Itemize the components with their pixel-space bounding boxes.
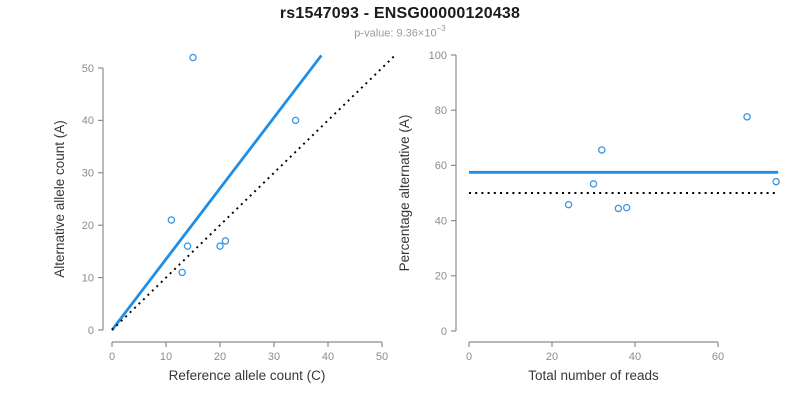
x-axis-title: Total number of reads: [528, 368, 659, 383]
data-point: [221, 237, 230, 245]
p-value-text: p-value: 9.36×10: [354, 27, 437, 40]
y-axis-title: Percentage alternative (A): [397, 115, 412, 272]
x-tick-label: 20: [546, 351, 558, 363]
data-point: [772, 177, 780, 186]
data-point: [167, 216, 176, 224]
data-point: [183, 242, 192, 250]
p-value-exponent: −3: [436, 24, 446, 33]
y-tick-label: 20: [82, 220, 94, 232]
ref-vs-alt-count-panel: 0 10 20 30 40 50 0 10 20 30 40 50 Reference allele c…: [52, 53, 396, 383]
plot-title: rs1547093 - ENSG00000120438: [279, 5, 521, 22]
y-axis-title: Alternative allele count (A): [52, 120, 67, 278]
fit-line: [110, 54, 323, 331]
x-tick-label: 40: [629, 351, 641, 363]
x-tick-label: 10: [160, 351, 172, 363]
y-tick-label: 30: [82, 168, 94, 180]
y-tick-label: 40: [82, 115, 94, 127]
x-tick-label: 0: [109, 351, 115, 363]
identity-line: [111, 54, 396, 331]
y-tick-label: 0: [88, 325, 94, 337]
plot-subtitle: p-value: 9.36×10−3: [0, 24, 800, 40]
reads-vs-percentage-panel: 0 20 40 60 80 100 0 20 40 60 Total number of reads…: [397, 50, 780, 383]
x-axis-title: Reference allele count (C): [169, 368, 326, 383]
y-tick-label: 10: [82, 272, 94, 284]
y-tick-label: 60: [435, 160, 447, 172]
data-point: [291, 116, 300, 125]
x-tick-label: 20: [214, 351, 226, 363]
data-point: [622, 203, 631, 212]
y-tick-label: 0: [441, 326, 447, 338]
data-point: [564, 200, 573, 209]
data-point: [216, 242, 224, 250]
x-tick-label: 60: [712, 351, 724, 363]
y-tick-label: 100: [429, 50, 447, 62]
y-tick-label: 40: [435, 215, 447, 227]
x-tick-label: 30: [268, 351, 280, 363]
data-point: [598, 146, 606, 154]
y-tick-label: 80: [435, 105, 447, 117]
y-tick-label: 50: [82, 63, 94, 75]
x-tick-label: 0: [466, 351, 472, 363]
x-tick-label: 50: [376, 351, 388, 363]
data-point: [178, 268, 186, 277]
x-tick-label: 40: [322, 351, 334, 363]
data-point: [743, 113, 751, 121]
data-point: [189, 53, 197, 62]
data-point: [614, 204, 623, 213]
y-tick-label: 20: [435, 271, 447, 283]
data-point: [589, 180, 598, 188]
